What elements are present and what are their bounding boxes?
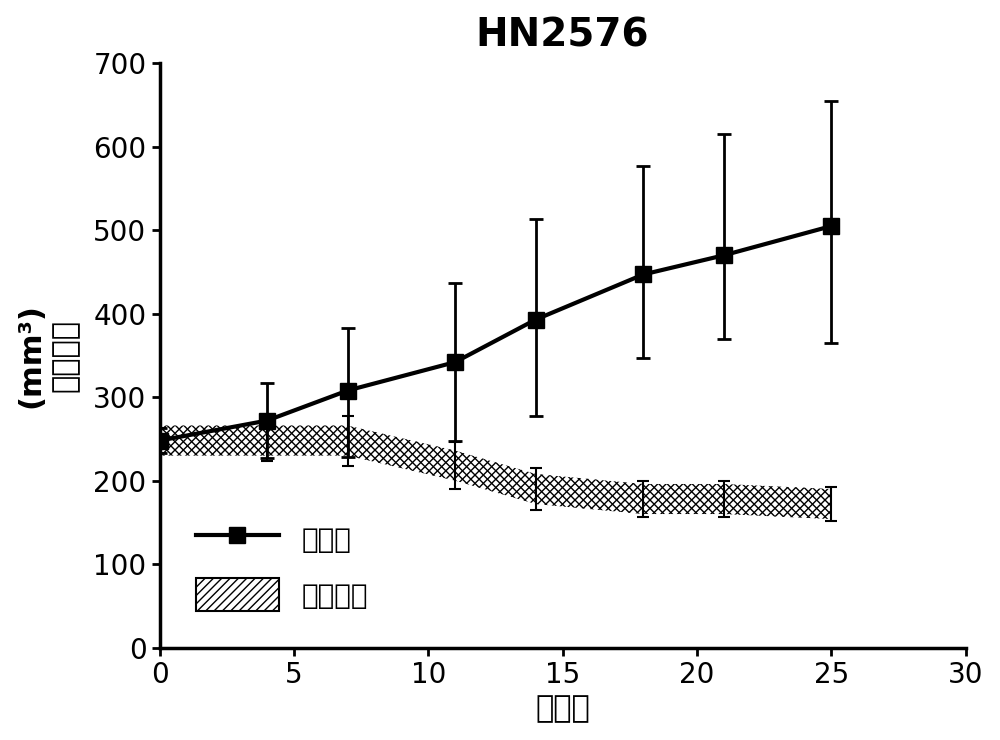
Legend: 媒介物, 替吵法尼: 媒介物, 替吵法尼 — [173, 500, 390, 633]
X-axis label: 研究日: 研究日 — [535, 694, 590, 723]
Title: HN2576: HN2576 — [476, 17, 649, 55]
Y-axis label: (mm³)
肌癌体积: (mm³) 肌癌体积 — [17, 303, 79, 408]
